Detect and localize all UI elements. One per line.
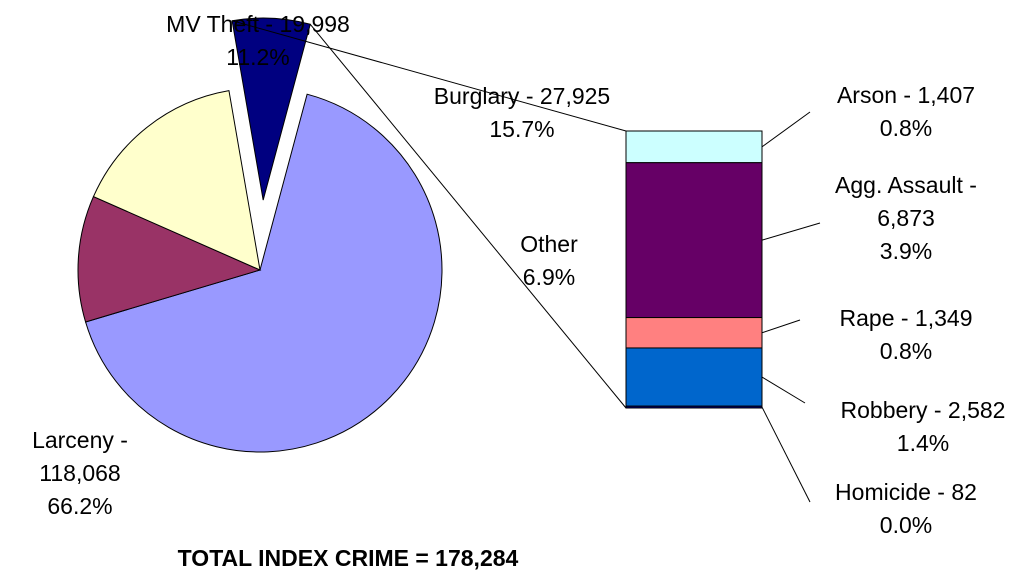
pie-label-mv-theft: MV Theft - 19,998 11.2% — [166, 11, 350, 70]
connector-lines — [231, 20, 821, 503]
leader-line-rape — [761, 319, 801, 334]
leader-line-arson — [761, 111, 811, 148]
leader-line-homicide — [761, 406, 811, 503]
bar-label-arson: Arson - 1,407 0.8% — [837, 82, 975, 141]
chart-title: TOTAL INDEX CRIME = 178,284 — [178, 545, 519, 571]
leader-line-agg-assault — [761, 222, 821, 241]
pie-label-burglary: Burglary - 27,925 15.7% — [434, 83, 610, 142]
bar-segment-rape — [625, 317, 763, 349]
pie-label-other: Other 6.9% — [520, 231, 578, 290]
bar-label-agg-assault: Agg. Assault -6,873 3.9% — [835, 172, 977, 264]
pie-chart — [77, 17, 443, 453]
bar-label-homicide: Homicide - 82 0.0% — [835, 479, 977, 538]
bar-segment-agg-assault — [625, 162, 763, 319]
data-labels: Larceny -118,068 66.2% MV Theft - 19,998 11… — [32, 11, 1005, 538]
bar-segment-homicide — [625, 405, 763, 409]
bar-segment-robbery — [625, 347, 763, 407]
stacked-bar — [625, 130, 763, 409]
pie-slice-mv-theft — [77, 195, 262, 323]
bar-segment-arson — [625, 130, 763, 164]
connector-line-top — [231, 20, 627, 132]
pie-label-larceny: Larceny -118,068 66.2% — [32, 427, 128, 519]
pie-slice-larceny — [84, 93, 443, 453]
connector-line-bottom — [309, 23, 627, 409]
pie-slice-burglary — [92, 90, 261, 271]
bar-label-rape: Rape - 1,349 0.8% — [840, 305, 973, 364]
bar-label-robbery: Robbery - 2,582 1.4% — [841, 397, 1006, 456]
leader-line-robbery — [761, 376, 806, 404]
